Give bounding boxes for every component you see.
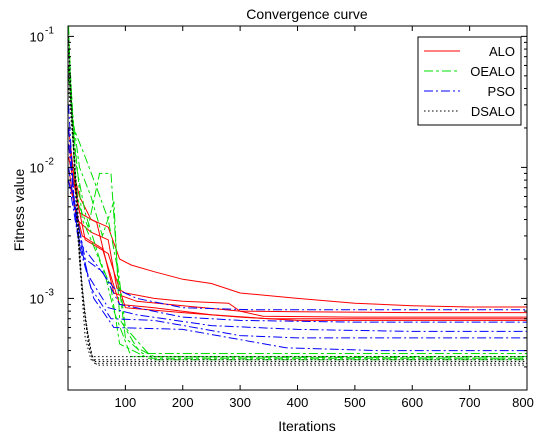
- x-tick-label: 300: [229, 395, 251, 410]
- legend: ALO OEALO PSO DSALO: [417, 36, 522, 126]
- series-line-dsalo-run-1: [68, 36, 527, 361]
- legend-label-dsalo: DSALO: [471, 104, 515, 119]
- x-tick-label: 500: [344, 395, 366, 410]
- chart-title: Convergence curve: [246, 6, 368, 22]
- x-tick-label: 800: [512, 395, 534, 410]
- y-tick-label: 10: [30, 29, 44, 44]
- y-tick-label-exponent: -2: [45, 156, 54, 167]
- series-line-oealo-run-3: [68, 49, 527, 354]
- series-line-alo-run-1: [68, 127, 527, 308]
- legend-label-oealo: OEALO: [470, 64, 515, 79]
- x-tick-label: 400: [287, 395, 309, 410]
- legend-label-pso: PSO: [488, 84, 515, 99]
- x-tick-label: 600: [401, 395, 423, 410]
- series-line-alo-run-4: [68, 179, 527, 320]
- x-axis-label: Iterations: [278, 418, 336, 434]
- x-tick-label: 700: [459, 395, 481, 410]
- series-line-oealo-run-4: [68, 65, 527, 359]
- series-line-alo-run-5: [68, 156, 527, 321]
- y-tick-label: 10: [30, 291, 44, 306]
- series-line-pso-run-2: [68, 127, 527, 323]
- legend-box: [417, 36, 522, 126]
- series-layer: [68, 26, 527, 366]
- y-tick-label: 10: [30, 160, 44, 175]
- y-tick-label-exponent: -3: [45, 287, 54, 298]
- y-axis-label: Fitness value: [11, 169, 27, 252]
- legend-label-alo: ALO: [489, 44, 515, 59]
- y-tick-label-exponent: -1: [45, 25, 54, 36]
- series-line-pso-run-3: [68, 144, 527, 332]
- x-tick-label: 200: [172, 395, 194, 410]
- series-line-oealo-run-5: [68, 75, 527, 359]
- series-line-pso-run-5: [68, 180, 527, 352]
- x-tick-label: 100: [115, 395, 137, 410]
